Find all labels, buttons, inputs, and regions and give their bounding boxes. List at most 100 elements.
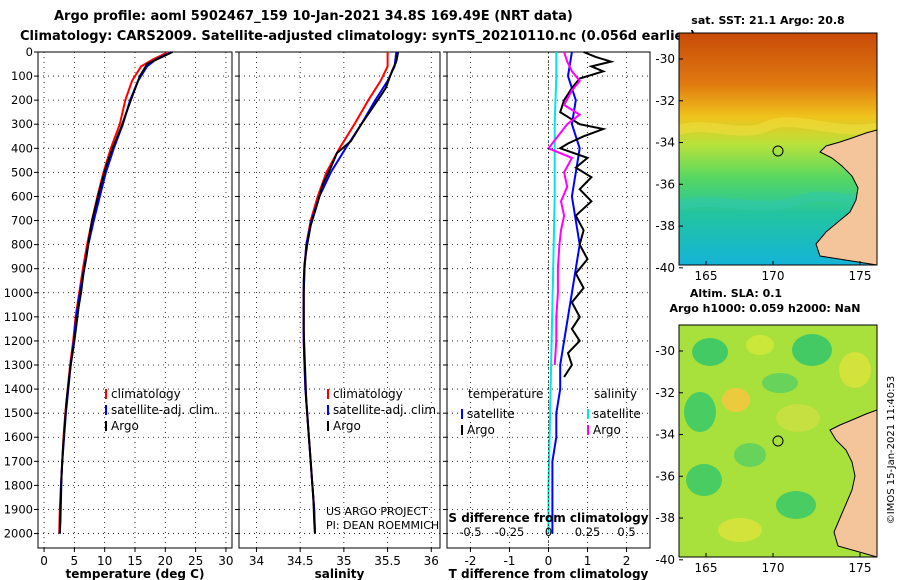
sla-map-frame (678, 324, 878, 558)
legend-label: Argo (593, 423, 621, 437)
x-tick-label: -2 (464, 554, 476, 568)
imos-credit: ©IMOS 15-Jan-2021 11:40:53 (886, 376, 897, 524)
y-tick-label: 200 (11, 93, 33, 107)
series-line (546, 51, 582, 366)
y-tick-label: 1000 (4, 286, 33, 300)
y-tick-label: 1300 (4, 358, 33, 372)
legend-label: Argo (333, 419, 361, 433)
y-tick-label: 1400 (4, 382, 33, 396)
y-tick-label: 2000 (4, 527, 33, 541)
x-tick-label: 1 (584, 554, 592, 568)
temperature-panel: 0 5 10 15 20 25 300100200300400500600700800900… (4, 45, 234, 580)
map-x-tick-label: 165 (695, 561, 718, 575)
x-tick-label: 5 (71, 554, 79, 568)
x-tick-label: 34.5 (287, 554, 314, 568)
x2-tick-label: 0.25 (575, 525, 601, 539)
x2-tick-label: 0 (545, 525, 552, 539)
y-tick-label: 400 (11, 141, 33, 155)
x-tick-label: 20 (158, 554, 173, 568)
plot-frame (238, 51, 441, 549)
y-tick-label: 700 (11, 214, 33, 228)
sst-front (679, 117, 877, 136)
salinity-panel: 34 34.5 35 35.5 36 salinity climatology satelli… (235, 51, 441, 580)
legend-label: climatology (333, 387, 403, 401)
map-y-tick-label: -34 (655, 136, 675, 150)
map-y-tick-label: -40 (655, 261, 675, 275)
map-x-tick-label: 165 (695, 269, 718, 283)
y-tick-label: 500 (11, 165, 33, 179)
legend-label: climatology (111, 387, 181, 401)
series-line (302, 51, 400, 534)
x-tick-label: 15 (127, 554, 142, 568)
x-tick-label: 35.5 (374, 554, 401, 568)
x-tick-label: 30 (218, 554, 233, 568)
x-tick-label: 10 (97, 554, 112, 568)
argo-location-marker-2 (772, 435, 784, 447)
x-tick-label: 35 (336, 554, 351, 568)
sla-map: Altim. SLA: 0.1 Argo h1000: 0.059 h2000:… (655, 287, 878, 575)
header-title-line1: Argo profile: aoml 5902467_159 10-Jan-20… (54, 9, 573, 24)
y-tick-label: 1700 (4, 454, 33, 468)
sst-map-title: sat. SST: 21.1 Argo: 20.8 (691, 14, 844, 27)
x-axis-label: temperature (deg C) (66, 567, 205, 580)
project-annotation: US ARGO PROJECT (326, 505, 428, 518)
x-tick-label: 0 (40, 554, 48, 568)
y-tick-label: 0 (26, 45, 33, 59)
series-line (58, 51, 174, 534)
x-axis-label: salinity (315, 567, 365, 580)
map-x-tick-label: 170 (762, 561, 785, 575)
x-tick-label: 34 (249, 554, 264, 568)
map-y-tick-label: -36 (655, 469, 675, 483)
sla-map-title1: Altim. SLA: 0.1 (690, 287, 782, 300)
x-tick-label: -1 (503, 554, 515, 568)
map-y-tick-label: -32 (655, 386, 675, 400)
map-y-tick-label: -38 (655, 219, 675, 233)
y-tick-label: 1600 (4, 430, 33, 444)
map-y-tick-label: -30 (655, 344, 675, 358)
series-line (547, 52, 558, 534)
y-tick-label: 600 (11, 189, 33, 203)
legend-label: satellite-adj. clim. (111, 403, 218, 417)
legend-label: Argo (111, 419, 139, 433)
map-y-tick-label: -30 (655, 52, 675, 66)
map-x-tick-label: 175 (849, 561, 872, 575)
new-caledonia-coast-2 (829, 409, 877, 557)
x2-tick-label: -0.5 (459, 525, 481, 539)
map-y-tick-label: -36 (655, 177, 675, 191)
legend-title-salinity: salinity (594, 387, 637, 401)
map-y-tick-label: -38 (655, 511, 675, 525)
y-tick-label: 900 (11, 262, 33, 276)
y-tick-label: 1100 (4, 310, 33, 324)
sst-map-frame (678, 32, 878, 266)
legend-label: satellite-adj. clim. (333, 403, 440, 417)
map-y-tick-label: -32 (655, 94, 675, 108)
x2-axis-label: S difference from climatology (448, 511, 648, 525)
y-tick-label: 300 (11, 117, 33, 131)
sla-map-title2: Argo h1000: 0.059 h2000: NaN (669, 302, 860, 315)
y-tick-label: 1900 (4, 502, 33, 516)
y-tick-label: 1800 (4, 478, 33, 492)
map-y-tick-label: -34 (655, 428, 675, 442)
x-tick-label: 0 (545, 554, 553, 568)
x2-tick-label: -0.25 (495, 525, 525, 539)
sst-map: sat. SST: 21.1 Argo: 20.8 165 170 175 -30 -3… (655, 14, 878, 283)
sst-band (679, 191, 877, 211)
header-title-line2: Climatology: CARS2009. Satellite-adjuste… (20, 29, 696, 44)
x-tick-label: 25 (188, 554, 203, 568)
difference-panel: -2 -1 0 1 2T difference from climatology -0.5… (443, 51, 651, 580)
x-axis-label: T difference from climatology (449, 567, 649, 580)
plot-frame (37, 51, 233, 549)
sst-map-axes: 165 170 175 -30 -32 -34 -36 -38 -40 (655, 52, 871, 283)
map-x-tick-label: 170 (762, 269, 785, 283)
y-tick-label: 1200 (4, 334, 33, 348)
y-tick-label: 800 (11, 238, 33, 252)
new-caledonia-coast (815, 129, 877, 265)
series-line (551, 51, 581, 534)
sla-map-axes: 165 170 175 -30 -32 -34 -36 -38 -40 (655, 344, 871, 575)
x-tick-label: 2 (623, 554, 631, 568)
map-y-tick-label: -40 (655, 553, 675, 567)
y-tick-label: 1500 (4, 406, 33, 420)
map-x-tick-label: 175 (849, 269, 872, 283)
y-tick-label: 100 (11, 69, 33, 83)
